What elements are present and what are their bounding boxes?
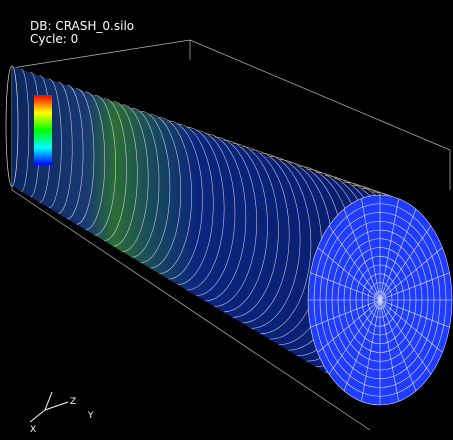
axis-y: Y <box>87 411 94 421</box>
database-label: DB: CRASH_0.silo <box>30 19 134 33</box>
cap-mesh <box>308 195 452 405</box>
axis-x: X <box>30 425 36 435</box>
render-window: DB: CRASH_0.silo Cycle: 0 X Y Z <box>0 0 453 440</box>
axis-triad <box>30 392 68 422</box>
scene: DB: CRASH_0.silo Cycle: 0 X Y Z <box>0 0 453 440</box>
axis-z: Z <box>70 397 76 407</box>
color-legend <box>34 95 52 165</box>
cycle-label: Cycle: 0 <box>30 32 78 46</box>
